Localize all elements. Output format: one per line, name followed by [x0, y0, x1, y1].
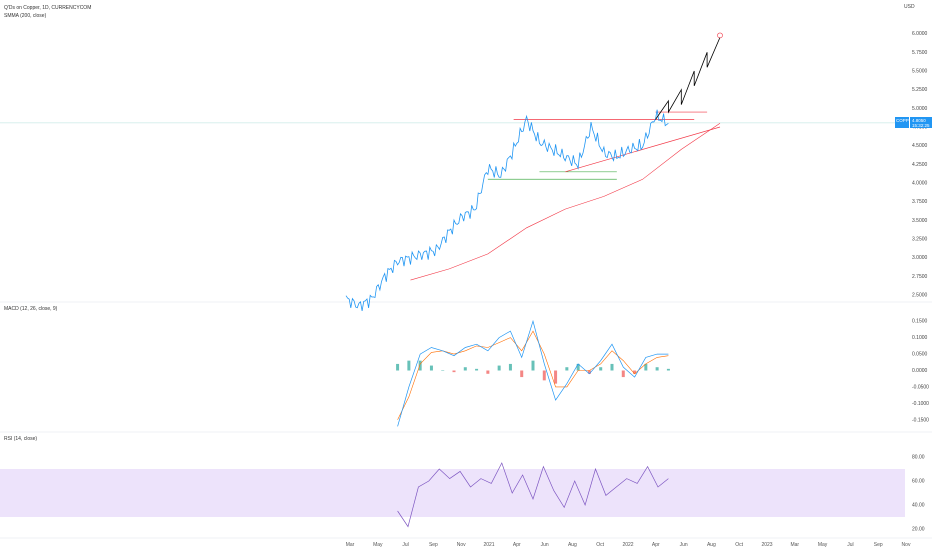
price-tick-label: 4.5000 — [912, 143, 928, 149]
macd-signal-line — [397, 330, 669, 420]
price-tick-label: 6.0000 — [912, 31, 928, 37]
time-tick-label: Oct — [596, 542, 604, 548]
time-tick-label: 2022 — [622, 542, 633, 548]
price-tick-label: 5.7500 — [912, 50, 928, 56]
time-axis[interactable]: Mar May Jul Sep Nov 2021 Apr Jun Aug Oct 2022 Apr Ju… — [346, 542, 911, 548]
macd-tick-label: 0.1000 — [912, 335, 928, 341]
macd-hist-bar — [576, 363, 580, 371]
macd-hist-bar — [587, 370, 591, 374]
rsi-tick-label: 40.00 — [912, 503, 925, 509]
macd-hist-bar — [463, 367, 467, 371]
price-tick-label: 3.7500 — [912, 199, 928, 205]
macd-hist-bar — [610, 363, 614, 371]
time-tick-label: Apr — [652, 542, 660, 548]
time-tick-label: 2023 — [761, 542, 772, 548]
macd-tick-label: -0.1500 — [912, 417, 929, 423]
macd-histogram — [396, 360, 670, 384]
macd-hist-bar — [644, 363, 648, 371]
symbol-badge — [895, 117, 909, 128]
macd-tick-label: 0.0500 — [912, 352, 928, 358]
time-tick-label: Aug — [707, 542, 716, 548]
macd-tick-label: 0.1500 — [912, 319, 928, 325]
price-tick-label: 4.2500 — [912, 162, 928, 168]
macd-y-axis[interactable]: 0.1500 0.1000 0.0500 0.0000 -0.0500 -0.1000 -0… — [912, 319, 929, 424]
macd-hist-bar — [429, 365, 433, 371]
macd-hist-bar — [407, 360, 411, 371]
price-tick-label: 3.0000 — [912, 255, 928, 261]
macd-hist-bar — [452, 370, 456, 373]
price-tick-label: 3.2500 — [912, 237, 928, 243]
price-badge-box — [910, 117, 932, 128]
price-tick-label: 2.5000 — [912, 293, 928, 299]
time-tick-label: Oct — [735, 542, 743, 548]
macd-hist-bar — [396, 363, 400, 371]
price-tick-label: 5.5000 — [912, 69, 928, 75]
macd-hist-bar — [497, 365, 501, 371]
trendline-annotations[interactable] — [487, 111, 721, 180]
target-marker-icon[interactable] — [717, 32, 723, 39]
time-tick-label: Jul — [847, 542, 853, 548]
macd-hist-bar — [520, 370, 524, 378]
price-tick-label: 5.0000 — [912, 106, 928, 112]
rsi-band — [0, 469, 905, 517]
macd-tick-label: -0.1000 — [912, 401, 929, 407]
macd-hist-bar — [565, 367, 569, 371]
time-tick-label: Sep — [429, 542, 438, 548]
symbol-badge-text: COPPER — [896, 118, 916, 123]
macd-tick-label: 0.0000 — [912, 368, 928, 374]
rsi-tick-label: 80.00 — [912, 455, 925, 461]
rsi-tick-label: 20.00 — [912, 527, 925, 533]
macd-hist-bar — [508, 363, 512, 371]
macd-hist-bar — [621, 370, 625, 378]
time-tick-label: May — [818, 542, 828, 548]
macd-hist-bar — [554, 370, 558, 384]
price-tick-label: 2.7500 — [912, 274, 928, 280]
time-tick-label: 2021 — [483, 542, 494, 548]
time-tick-label: Sep — [874, 542, 883, 548]
macd-hist-bar — [531, 360, 535, 371]
macd-hist-bar — [475, 368, 479, 371]
time-tick-label: Apr — [513, 542, 521, 548]
projection-series-line[interactable] — [655, 37, 721, 120]
macd-hist-bar — [599, 367, 603, 371]
macd-hist-bar — [633, 370, 637, 374]
time-tick-label: Jul — [402, 542, 408, 548]
price-tick-label: 4.0000 — [912, 181, 928, 187]
macd-hist-bar — [441, 370, 445, 371]
macd-hist-bar — [486, 370, 490, 374]
price-badge: COPPER 4.8050 15:32:25 — [895, 117, 932, 128]
time-tick-label: Jun — [541, 542, 549, 548]
rsi-tick-label: 60.00 — [912, 479, 925, 485]
macd-hist-bar — [542, 370, 546, 381]
macd-line — [397, 319, 669, 427]
rsi-line — [397, 462, 669, 528]
macd-hist-bar — [418, 360, 422, 371]
macd-hist-bar — [666, 368, 670, 371]
time-tick-label: Nov — [457, 542, 466, 548]
smma-series-line — [410, 123, 721, 281]
rising-trendline[interactable] — [565, 126, 721, 173]
chart-title: Q'Ds on Copper, 1D, CURRENCYCOM — [4, 5, 91, 11]
price-series-line — [345, 109, 669, 311]
time-tick-label: Mar — [790, 542, 799, 548]
macd-tick-label: -0.0500 — [912, 384, 929, 390]
rsi-title: RSI (14, close) — [4, 436, 37, 442]
time-tick-label: May — [373, 542, 383, 548]
price-y-axis[interactable]: 6.00005.75005.50005.25005.00004.75004.50… — [912, 31, 928, 298]
price-badge-countdown: 15:32:25 — [912, 123, 930, 128]
price-tick-label: 3.5000 — [912, 218, 928, 224]
time-tick-label: Jun — [680, 542, 688, 548]
currency-label: USD — [904, 4, 915, 10]
time-tick-label: Aug — [568, 542, 577, 548]
macd-title: MACD (12, 26, close, 9) — [4, 306, 58, 312]
time-tick-label: Mar — [346, 542, 355, 548]
price-badge-value: 4.8050 — [912, 118, 926, 123]
indicator-label: SMMA (200, close) — [4, 13, 47, 19]
time-tick-label: Nov — [902, 542, 911, 548]
rsi-y-axis[interactable]: 80.00 60.00 40.00 20.00 — [912, 455, 925, 533]
macd-hist-bar — [655, 367, 659, 371]
price-tick-label: 5.2500 — [912, 87, 928, 93]
